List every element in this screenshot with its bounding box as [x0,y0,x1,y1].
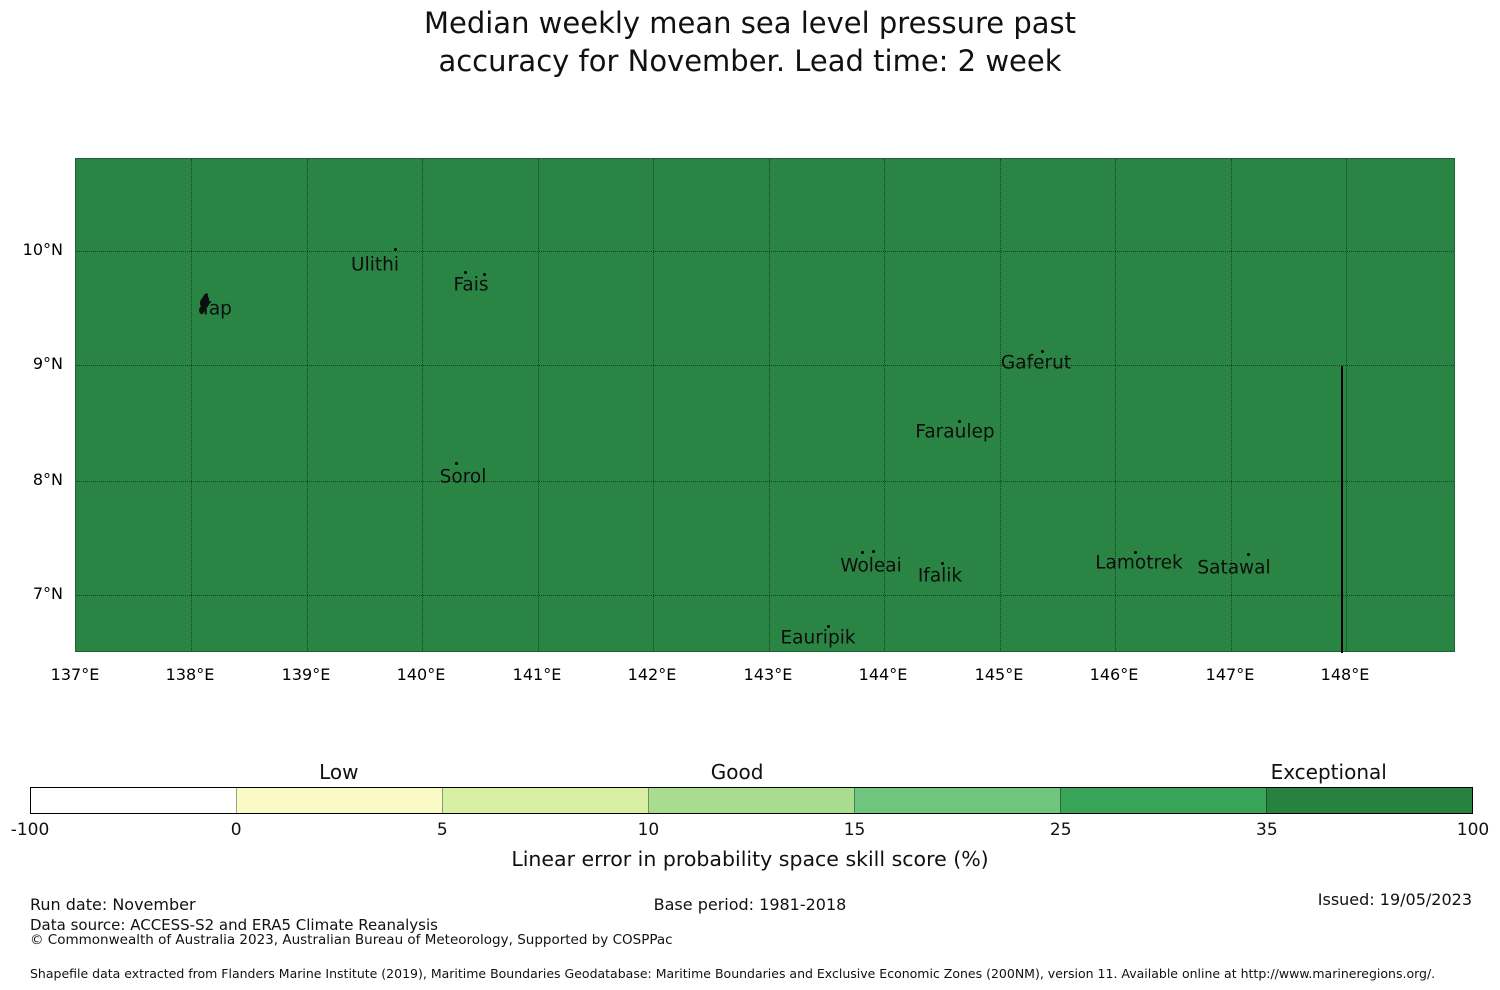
colorbar-segment-1 [31,788,236,813]
issued-date-text: Issued: 19/05/2023 [1317,890,1472,909]
map-panel [75,158,1455,653]
fais-island-dot-2 [483,273,486,276]
x-tick-141e: 141°E [512,665,562,684]
gridline-139e [307,159,308,651]
colorbar-category-exceptional: Exceptional [1270,760,1387,784]
gridline-8n [76,481,1454,482]
woleai-island-dot [861,551,864,554]
x-tick-143e: 143°E [743,665,793,684]
gridline-145e [1000,159,1001,651]
figure-title: Median weekly mean sea level pressure pa… [0,4,1500,80]
shapefile-note: Shapefile data extracted from Flanders M… [30,966,1436,981]
island-label-woleai: Woleai [840,555,902,577]
base-period-text: Base period: 1981-2018 [653,895,847,914]
yap-island-shape [199,293,210,315]
title-line-1: Median weekly mean sea level pressure pa… [423,6,1077,40]
colorbar-tick-0: 0 [230,820,242,840]
colorbar-segment-4 [648,788,854,813]
eez-boundary-line [1341,366,1343,653]
y-tick-10n: 10°N [22,240,63,259]
title-line-2: accuracy for November. Lead time: 2 week [438,44,1062,78]
lamotrek-island-dot [1134,551,1137,554]
island-label-satawal: Satawal [1197,557,1271,579]
x-tick-142e: 142°E [627,665,677,684]
satawal-island-dot [1247,553,1250,556]
gridline-146e [1115,159,1116,651]
colorbar-tick-10: 10 [637,820,660,840]
run-date-text: Run date: November [30,895,196,914]
data-source-text: Data source: ACCESS-S2 and ERA5 Climate … [30,916,438,934]
island-label-ifalik: Ifalik [917,565,963,587]
y-tick-7n: 7°N [32,584,63,603]
colorbar-tick-35: 35 [1256,820,1278,840]
island-label-sorol: Sorol [439,466,487,488]
island-label-gaferut: Gaferut [1000,352,1072,374]
gridline-147e [1231,159,1232,651]
island-label-faraulep: Faraulep [915,421,995,443]
colorbar-tick-100: 100 [1456,820,1490,840]
colorbar-category-low: Low [319,760,359,784]
x-tick-139e: 139°E [281,665,331,684]
fais-island-dot [464,271,467,274]
colorbar-tick-neg100: -100 [10,820,50,840]
colorbar-segment-7 [1266,788,1472,813]
x-tick-145e: 145°E [974,665,1024,684]
gridline-143e [769,159,770,651]
ifalik-island-dot [941,562,944,565]
ulithi-island-dot [394,248,397,251]
colorbar-tick-5: 5 [436,820,448,840]
faraulep-island-dot [958,420,961,423]
x-tick-138e: 138°E [165,665,215,684]
woleai-island-dot-2 [872,550,875,553]
gridline-7n [76,595,1454,596]
x-tick-144e: 144°E [858,665,908,684]
gridline-148e [1346,159,1347,651]
gaferut-island-dot [1041,350,1044,353]
colorbar-category-good: Good [710,760,764,784]
colorbar-axis-label: Linear error in probability space skill … [511,847,989,871]
island-label-ulithi: Ulithi [351,254,399,276]
gridline-142e [653,159,654,651]
y-tick-8n: 8°N [32,470,63,489]
colorbar-segment-3 [442,788,648,813]
copyright-text: © Commonwealth of Australia 2023, Austra… [30,932,673,948]
sorol-island-dot [455,462,458,465]
x-tick-146e: 146°E [1089,665,1139,684]
y-tick-9n: 9°N [32,354,63,373]
colorbar-segment-2 [236,788,442,813]
x-tick-137e: 137°E [50,665,100,684]
x-tick-147e: 147°E [1205,665,1255,684]
colorbar-segment-5 [854,788,1060,813]
colorbar-segment-6 [1060,788,1266,813]
gridline-144e [884,159,885,651]
gridline-9n [76,365,1454,366]
gridline-10n [76,251,1454,252]
island-label-eauripik: Eauripik [780,627,856,649]
island-label-lamotrek: Lamotrek [1095,552,1183,574]
colorbar-tick-25: 25 [1049,820,1072,840]
x-tick-148e: 148°E [1320,665,1370,684]
colorbar-tick-15: 15 [843,820,866,840]
island-label-fais: Fais [453,274,489,296]
eauripik-island-dot [827,625,830,628]
x-tick-140e: 140°E [396,665,446,684]
gridline-140e [422,159,423,651]
gridline-138e [191,159,192,651]
colorbar-strip [30,787,1473,814]
gridline-141e [538,159,539,651]
